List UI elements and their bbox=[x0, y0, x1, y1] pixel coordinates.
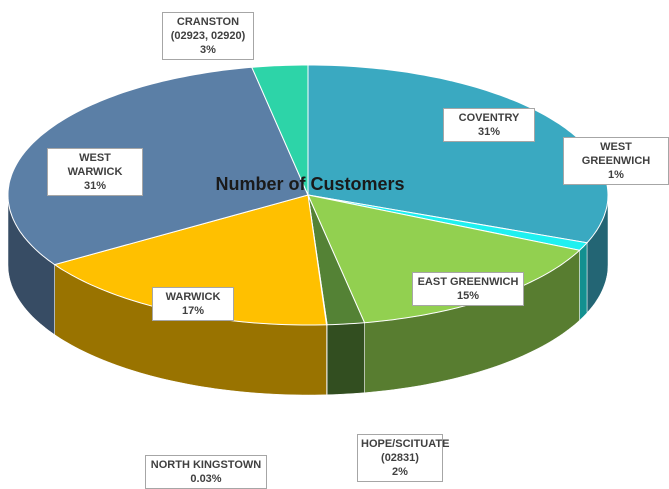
data-label: EAST GREENWICH 15% bbox=[412, 272, 524, 306]
value-label: 17% bbox=[181, 305, 205, 317]
data-label: COVENTRY 31% bbox=[443, 108, 535, 142]
value-label: 31% bbox=[477, 126, 501, 138]
category-label: WARWICK bbox=[165, 291, 221, 303]
slice bbox=[7, 66, 309, 266]
slice bbox=[307, 194, 366, 326]
category-label: WEST GREENWICH bbox=[581, 141, 651, 167]
category-label: WEST WARWICK bbox=[67, 152, 123, 178]
slice bbox=[251, 64, 309, 196]
category-label: EAST GREENWICH bbox=[417, 276, 519, 288]
data-label: WARWICK 17% bbox=[152, 287, 234, 321]
slice-side bbox=[579, 242, 588, 321]
data-label: NORTH KINGSTOWN 0.03% bbox=[145, 455, 267, 489]
value-label: 2% bbox=[392, 466, 408, 478]
value-label: 15% bbox=[456, 290, 480, 302]
chart-title: Number of Customers bbox=[215, 174, 405, 194]
value-label: 3% bbox=[200, 44, 216, 56]
data-label: WEST GREENWICH 1% bbox=[563, 137, 669, 185]
category-label: NORTH KINGSTOWN bbox=[150, 459, 262, 471]
category-label: HOPE/SCITUATE (02831) bbox=[361, 438, 450, 464]
value-label: 1% bbox=[608, 169, 624, 181]
data-label: CRANSTON (02923, 02920) 3% bbox=[162, 12, 254, 60]
data-label: WEST WARWICK 31% bbox=[47, 148, 143, 196]
slice-side bbox=[326, 322, 365, 395]
category-label: CRANSTON (02923, 02920) bbox=[170, 16, 246, 42]
data-label: HOPE/SCITUATE (02831) 2% bbox=[357, 434, 450, 482]
value-label: 31% bbox=[83, 180, 107, 192]
category-label: COVENTRY bbox=[458, 112, 520, 124]
value-label: 0.03% bbox=[190, 473, 222, 485]
